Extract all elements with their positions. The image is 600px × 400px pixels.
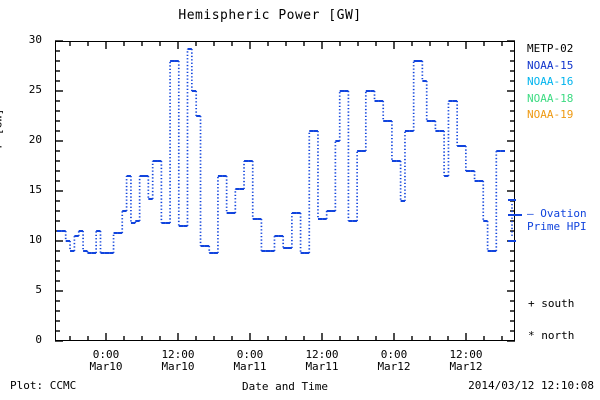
x-tick-time: 12:00 xyxy=(305,348,339,361)
ovation-legend-line2: Prime HPI xyxy=(527,219,587,233)
y-tick-label: 15 xyxy=(28,183,42,196)
legend-item-noaa-16: NOAA-16 xyxy=(527,75,574,88)
legend: METP-02 NOAA-15 NOAA-16 NOAA-18 NOAA-19 xyxy=(527,41,600,124)
symbol-south: + south xyxy=(528,297,575,310)
x-tick-time: 12:00 xyxy=(449,348,483,361)
x-tick-label: 12:00 Mar11 xyxy=(282,349,362,373)
legend-item-noaa-18: NOAA-18 xyxy=(527,91,574,105)
x-tick-group xyxy=(69,41,503,341)
footer-plot-source: Plot: CCMC xyxy=(10,379,77,392)
ovation-legend-line1: — Ovation xyxy=(527,207,587,220)
x-tick-time: 12:00 xyxy=(161,348,195,361)
x-tick-date: Mar10 xyxy=(89,360,123,373)
x-tick-date: Mar11 xyxy=(233,360,267,373)
x-tick-time: 0:00 xyxy=(380,348,408,361)
x-tick-time: 0:00 xyxy=(236,348,264,361)
legend-item-metp-02: METP-02 xyxy=(527,42,574,55)
x-tick-date: Mar12 xyxy=(449,360,483,373)
y-tick-label: 20 xyxy=(28,133,42,146)
ovation-legend: — Ovation Prime HPI xyxy=(527,207,587,233)
symbol-north: * north xyxy=(528,329,575,342)
x-tick-label: 0:00 Mar10 xyxy=(66,349,146,373)
x-tick-date: Mar11 xyxy=(305,360,339,373)
x-tick-label: 12:00 Mar12 xyxy=(426,349,506,373)
x-tick-date: Mar12 xyxy=(377,360,411,373)
y-axis-title: P [GW] xyxy=(0,108,5,149)
x-tick-label: 0:00 Mar12 xyxy=(354,349,434,373)
y-tick-group xyxy=(55,40,515,342)
series-layer xyxy=(57,48,505,254)
x-tick-date: Mar10 xyxy=(161,360,195,373)
x-tick-label: 12:00 Mar10 xyxy=(138,349,218,373)
y-tick-label: 30 xyxy=(28,33,42,46)
legend-item-noaa-19: NOAA-19 xyxy=(527,108,574,121)
y-tick-label: 25 xyxy=(28,83,42,96)
y-tick-label: 10 xyxy=(28,233,42,246)
ovation-line-sample xyxy=(508,214,522,216)
x-tick-time: 0:00 xyxy=(92,348,120,361)
x-axis-title: Date and Time xyxy=(241,380,329,393)
x-tick-label: 0:00 Mar11 xyxy=(210,349,290,373)
y-tick-label: 5 xyxy=(35,283,42,296)
footer-timestamp: 2014/03/12 12:10:08 xyxy=(468,379,594,392)
page-title: Hemispheric Power [GW] xyxy=(178,8,362,23)
y-tick-label: 0 xyxy=(35,333,42,346)
legend-item-noaa-15: NOAA-15 xyxy=(527,58,574,72)
